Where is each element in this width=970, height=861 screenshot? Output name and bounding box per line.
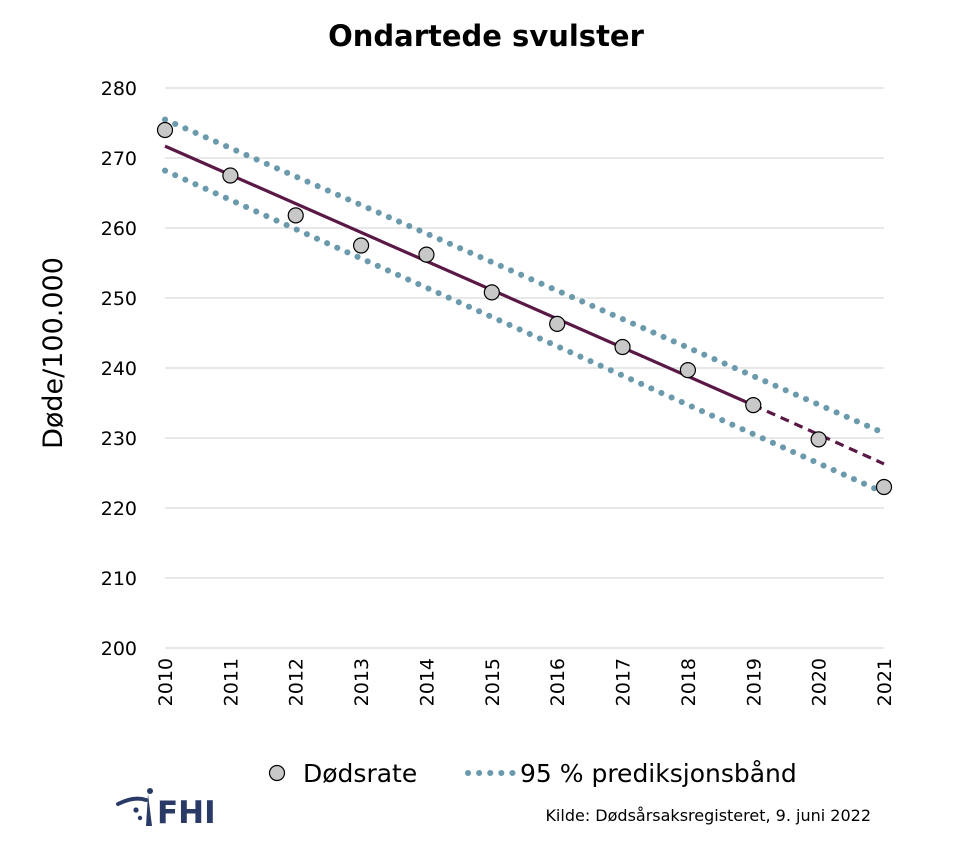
legend-label-band: 95 % prediksjonsbånd [520,759,797,788]
data-point [810,431,827,448]
data-points [156,121,893,496]
logo-text: FHI [157,795,216,831]
logo-head-icon [147,788,153,794]
logo-dot-icon [137,815,143,821]
x-tick-label: 2011 [220,658,242,706]
legend-label-dodsrate: Dødsrate [303,759,417,788]
data-point [875,478,893,496]
series-lines [162,116,887,496]
x-tick-label: 2015 [482,658,504,706]
data-point [614,338,631,356]
data-point [483,284,500,301]
prediction-band-lower [162,167,887,496]
legend-marker-dodsrate [268,764,286,782]
legend: Dødsrate 95 % prediksjonsbånd [268,759,797,788]
data-point [287,207,304,224]
y-tick-label: 260 [101,218,137,240]
x-axis-ticks: 2010 2011 2012 2013 2014 2015 2016 2017 2018 2019… [155,658,896,706]
data-point [745,397,762,414]
y-axis-label: Døde/100.000 [38,257,69,449]
data-point [418,246,435,263]
data-point [222,167,239,184]
gridlines [165,87,884,649]
y-tick-label: 210 [101,568,137,590]
trend-projection-line [752,403,885,466]
x-tick-label: 2014 [416,658,438,706]
x-tick-label: 2012 [286,658,308,706]
data-point [679,362,697,379]
x-tick-label: 2016 [547,658,569,706]
x-tick-label: 2017 [613,658,635,706]
y-tick-label: 230 [101,428,137,450]
chart-title: Ondartede svulster [328,19,645,53]
y-tick-label: 200 [101,638,137,660]
y-axis-ticks: 200 210 220 230 240 250 260 270 280 [101,78,137,660]
logo-swoosh-icon [116,796,148,806]
y-tick-label: 240 [101,358,137,380]
y-tick-label: 280 [101,78,137,100]
source-note: Kilde: Dødsårsaksregisteret, 9. juni 202… [545,806,871,825]
x-tick-label: 2019 [743,658,765,706]
y-tick-label: 220 [101,498,137,520]
x-tick-label: 2021 [874,658,896,706]
prediction-band-upper [162,116,887,437]
x-tick-label: 2018 [678,658,700,706]
y-tick-label: 270 [101,148,137,170]
fhi-logo: FHI [116,788,216,831]
trend-line [164,144,754,407]
logo-dot-icon [133,807,139,813]
x-tick-label: 2010 [155,658,177,706]
data-point [549,315,566,332]
data-point [352,237,370,254]
y-tick-label: 250 [101,288,137,310]
logo-figure-icon [146,794,152,826]
x-tick-label: 2013 [351,658,373,706]
data-point [156,121,174,139]
x-tick-label: 2020 [809,658,831,706]
